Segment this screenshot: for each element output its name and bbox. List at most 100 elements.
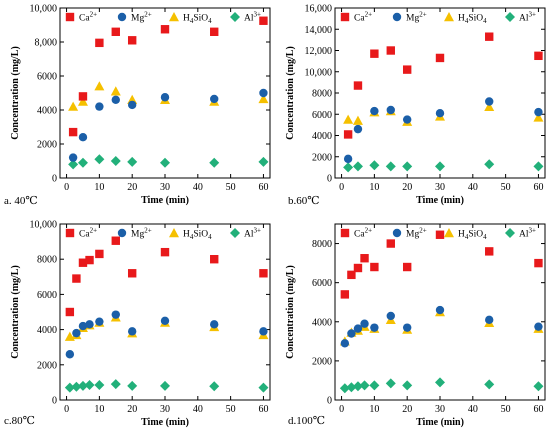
al3-point — [84, 380, 95, 391]
al-legend-label: Al3+ — [244, 227, 261, 240]
x-tick-label: 0 — [64, 404, 69, 415]
h4sio4-point — [533, 112, 544, 122]
mg-legend-label: Mg2+ — [406, 227, 427, 240]
x-tick-label: 20 — [127, 182, 137, 193]
x-tick-label: 50 — [226, 182, 236, 193]
y-tick-label: 4000 — [312, 131, 332, 142]
ca2-point — [402, 65, 412, 74]
x-axis-label: Time (min) — [141, 417, 189, 428]
x-tick-label: 10 — [369, 404, 379, 415]
y-tick-label: 12,000 — [305, 46, 333, 57]
y-tick-label: 8000 — [312, 89, 332, 100]
si-legend-marker — [444, 228, 454, 238]
x-tick-label: 60 — [258, 404, 268, 415]
al3-point — [343, 162, 354, 173]
ca2-series — [65, 236, 268, 317]
ca2-series — [343, 32, 543, 139]
y-tick-label: 6000 — [37, 290, 57, 301]
mg2-point — [370, 106, 379, 116]
panel-caption: a. 40℃ — [4, 195, 38, 207]
h4sio4-point — [94, 81, 105, 91]
al3-point — [352, 161, 363, 172]
ca2-point — [78, 258, 88, 267]
ca2-point — [210, 255, 219, 264]
ca-legend-marker — [340, 12, 350, 22]
y-axis-label: Concentration (mg/L) — [10, 46, 21, 140]
mg2-point — [435, 305, 445, 315]
x-tick-label: 0 — [339, 182, 344, 193]
al3-point — [352, 381, 363, 392]
al3-series — [343, 159, 544, 173]
mg2-point — [347, 329, 356, 338]
ca2-point — [111, 27, 120, 36]
al3-point — [64, 382, 75, 393]
al3-point — [77, 157, 88, 168]
h4sio4-point — [77, 96, 88, 106]
mg2-point — [353, 124, 363, 134]
ca2-point — [259, 269, 268, 278]
x-tick-label: 40 — [468, 404, 478, 415]
x-axis-label: Time (min) — [416, 195, 464, 206]
x-tick-label: 40 — [193, 182, 203, 193]
x-tick-label: 40 — [193, 404, 203, 415]
al3-point — [127, 156, 138, 167]
ca2-point — [95, 38, 104, 48]
mg2-point — [111, 95, 120, 105]
mg2-point — [95, 317, 104, 326]
y-tick-label: 2000 — [37, 140, 57, 151]
al3-point — [385, 378, 396, 389]
al3-point — [110, 379, 121, 390]
al3-point — [127, 380, 138, 391]
mg2-series — [340, 305, 543, 348]
y-tick-label: 4000 — [37, 325, 57, 336]
mg2-point — [127, 327, 137, 336]
h4sio4-point — [68, 101, 79, 111]
y-tick-label: 8000 — [37, 255, 57, 266]
al-legend-marker — [505, 12, 515, 22]
al3-point — [402, 161, 413, 172]
si-legend-label: H4SiO4 — [458, 14, 487, 26]
legend: Ca2+ Mg2+ H4SiO4 Al3+ — [340, 227, 536, 241]
al3-point — [258, 156, 269, 167]
ca2-point — [370, 49, 379, 58]
y-axis-label: Concentration (mg/L) — [285, 265, 296, 359]
x-axis-label: Time (min) — [416, 417, 464, 428]
x-tick-label: 30 — [435, 404, 445, 415]
mg2-point — [259, 327, 268, 336]
x-tick-label: 60 — [533, 182, 543, 193]
al3-point — [94, 380, 105, 391]
mg-legend-marker — [117, 12, 127, 22]
al3-point — [209, 381, 220, 392]
mg2-series — [68, 88, 268, 162]
h4sio4-point — [352, 115, 363, 125]
chart-panel-a: 0 2000 4000 6000 8,000 10,000 0 10 20 30 40 50 60 Tim… — [4, 4, 271, 207]
ca2-series — [68, 16, 268, 137]
chart-panel-c: 0 2000 4000 6000 8000 10,000 0 10 20 30 40 50 60 Time… — [4, 220, 271, 428]
mg-legend-label: Mg2+ — [406, 11, 427, 24]
mg-legend-marker — [392, 12, 402, 22]
ca2-point — [340, 290, 350, 299]
mg2-point — [534, 322, 543, 331]
ca2-point — [435, 230, 445, 239]
ca2-point — [353, 81, 363, 90]
mg-legend-label: Mg2+ — [131, 11, 152, 24]
mg2-point — [111, 310, 120, 319]
ca2-point — [343, 130, 353, 139]
y-tick-label: 4000 — [312, 317, 332, 328]
x-tick-label: 0 — [339, 404, 344, 415]
ca2-point — [485, 247, 494, 256]
y-axis-label: Concentration (mg/L) — [285, 46, 296, 140]
al3-series — [68, 154, 269, 170]
al3-point — [484, 159, 495, 170]
al3-point — [435, 377, 445, 388]
ca2-point — [386, 46, 395, 55]
x-tick-label: 0 — [64, 182, 69, 193]
mg2-point — [402, 115, 412, 124]
mg2-point — [210, 320, 219, 329]
y-tick-label: 14,000 — [305, 25, 333, 36]
y-tick-label: 6000 — [312, 278, 332, 289]
al3-point — [359, 380, 370, 391]
al3-point — [160, 380, 170, 391]
ca2-point — [402, 262, 412, 272]
